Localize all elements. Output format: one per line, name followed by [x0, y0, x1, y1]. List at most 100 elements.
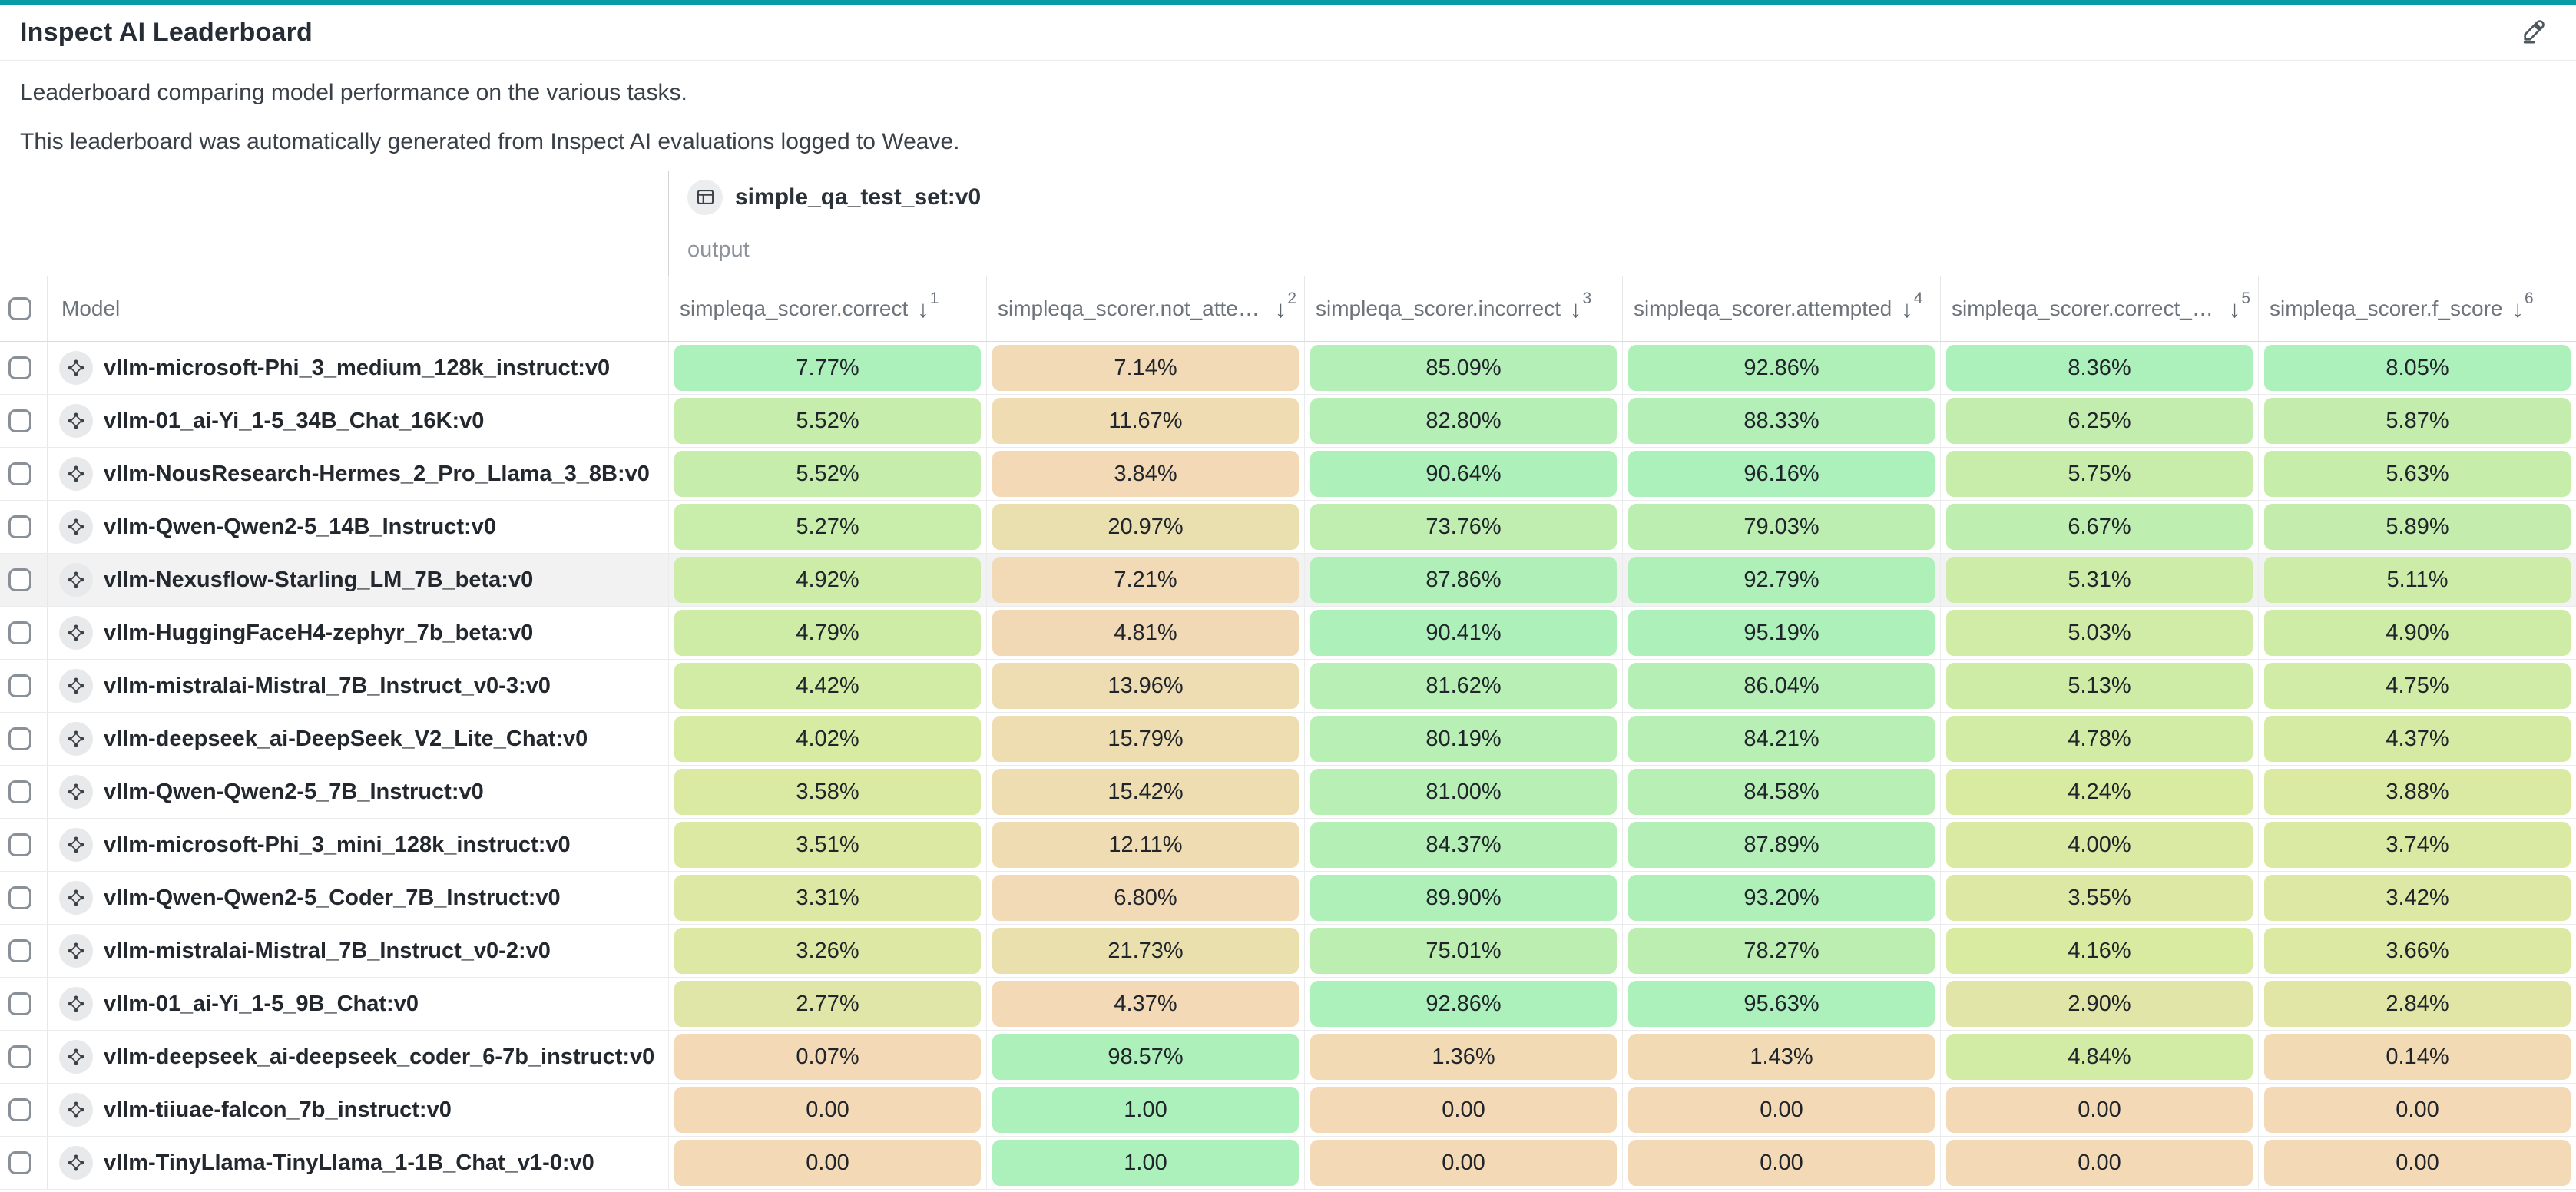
sort-control[interactable]: ↓ 4	[1901, 290, 1922, 321]
score-pill[interactable]: 90.41%	[1310, 610, 1617, 656]
sort-control[interactable]: ↓ 5	[2229, 290, 2250, 321]
row-checkbox[interactable]	[8, 462, 31, 485]
scorer-column-header[interactable]: simpleqa_scorer.not_attem... ↓ 2	[986, 276, 1304, 341]
select-all-checkbox[interactable]	[8, 297, 31, 320]
score-pill[interactable]: 85.09%	[1310, 345, 1617, 391]
score-pill[interactable]: 5.52%	[674, 451, 981, 497]
score-pill[interactable]: 5.89%	[2264, 504, 2571, 550]
row-checkbox[interactable]	[8, 939, 31, 962]
score-pill[interactable]: 88.33%	[1628, 398, 1935, 444]
score-pill[interactable]: 0.00	[2264, 1140, 2571, 1186]
edit-button[interactable]	[2513, 12, 2553, 52]
score-pill[interactable]: 15.79%	[992, 716, 1299, 762]
score-pill[interactable]: 4.81%	[992, 610, 1299, 656]
model-cell[interactable]: vllm-microsoft-Phi_3_mini_128k_instruct:…	[48, 819, 668, 871]
row-checkbox[interactable]	[8, 727, 31, 750]
score-pill[interactable]: 87.86%	[1310, 557, 1617, 603]
score-pill[interactable]: 3.58%	[674, 769, 981, 815]
score-pill[interactable]: 0.00	[1628, 1140, 1935, 1186]
score-pill[interactable]: 5.52%	[674, 398, 981, 444]
scorer-column-header[interactable]: simpleqa_scorer.incorrect ↓ 3	[1304, 276, 1622, 341]
score-pill[interactable]: 0.00	[2264, 1087, 2571, 1133]
score-pill[interactable]: 78.27%	[1628, 928, 1935, 974]
row-checkbox[interactable]	[8, 1098, 31, 1121]
score-pill[interactable]: 84.58%	[1628, 769, 1935, 815]
score-pill[interactable]: 5.27%	[674, 504, 981, 550]
score-pill[interactable]: 1.00	[992, 1087, 1299, 1133]
score-pill[interactable]: 75.01%	[1310, 928, 1617, 974]
score-pill[interactable]: 4.37%	[992, 981, 1299, 1027]
model-cell[interactable]: vllm-01_ai-Yi_1-5_9B_Chat:v0	[48, 978, 668, 1030]
score-pill[interactable]: 3.26%	[674, 928, 981, 974]
score-pill[interactable]: 87.89%	[1628, 822, 1935, 868]
score-pill[interactable]: 4.02%	[674, 716, 981, 762]
score-pill[interactable]: 81.00%	[1310, 769, 1617, 815]
score-pill[interactable]: 12.11%	[992, 822, 1299, 868]
score-pill[interactable]: 2.90%	[1946, 981, 2253, 1027]
score-pill[interactable]: 79.03%	[1628, 504, 1935, 550]
score-pill[interactable]: 96.16%	[1628, 451, 1935, 497]
score-pill[interactable]: 4.78%	[1946, 716, 2253, 762]
score-pill[interactable]: 5.63%	[2264, 451, 2571, 497]
score-pill[interactable]: 6.80%	[992, 875, 1299, 921]
score-pill[interactable]: 4.75%	[2264, 663, 2571, 709]
score-pill[interactable]: 5.75%	[1946, 451, 2253, 497]
model-cell[interactable]: vllm-Qwen-Qwen2-5_14B_Instruct:v0	[48, 501, 668, 553]
score-pill[interactable]: 5.31%	[1946, 557, 2253, 603]
row-checkbox[interactable]	[8, 1151, 31, 1174]
score-pill[interactable]: 5.87%	[2264, 398, 2571, 444]
model-cell[interactable]: vllm-deepseek_ai-deepseek_coder_6-7b_ins…	[48, 1031, 668, 1083]
score-pill[interactable]: 3.88%	[2264, 769, 2571, 815]
score-pill[interactable]: 0.00	[1628, 1087, 1935, 1133]
score-pill[interactable]: 80.19%	[1310, 716, 1617, 762]
score-pill[interactable]: 4.42%	[674, 663, 981, 709]
scorer-column-header[interactable]: simpleqa_scorer.f_score ↓ 6	[2258, 276, 2576, 341]
score-pill[interactable]: 4.16%	[1946, 928, 2253, 974]
score-pill[interactable]: 5.13%	[1946, 663, 2253, 709]
score-pill[interactable]: 4.24%	[1946, 769, 2253, 815]
score-pill[interactable]: 3.84%	[992, 451, 1299, 497]
row-checkbox[interactable]	[8, 886, 31, 909]
score-pill[interactable]: 2.77%	[674, 981, 981, 1027]
sort-control[interactable]: ↓ 6	[2511, 290, 2533, 321]
row-checkbox[interactable]	[8, 833, 31, 856]
score-pill[interactable]: 93.20%	[1628, 875, 1935, 921]
score-pill[interactable]: 3.31%	[674, 875, 981, 921]
score-pill[interactable]: 73.76%	[1310, 504, 1617, 550]
score-pill[interactable]: 81.62%	[1310, 663, 1617, 709]
score-pill[interactable]: 4.90%	[2264, 610, 2571, 656]
row-checkbox[interactable]	[8, 780, 31, 803]
score-pill[interactable]: 92.86%	[1310, 981, 1617, 1027]
score-pill[interactable]: 3.42%	[2264, 875, 2571, 921]
score-pill[interactable]: 11.67%	[992, 398, 1299, 444]
model-cell[interactable]: vllm-tiiuae-falcon_7b_instruct:v0	[48, 1084, 668, 1136]
sort-control[interactable]: ↓ 2	[1275, 290, 1296, 321]
model-cell[interactable]: vllm-Qwen-Qwen2-5_7B_Instruct:v0	[48, 766, 668, 818]
score-pill[interactable]: 15.42%	[992, 769, 1299, 815]
score-pill[interactable]: 20.97%	[992, 504, 1299, 550]
score-pill[interactable]: 1.43%	[1628, 1034, 1935, 1080]
score-pill[interactable]: 3.66%	[2264, 928, 2571, 974]
score-pill[interactable]: 0.00	[1946, 1087, 2253, 1133]
row-checkbox[interactable]	[8, 992, 31, 1015]
score-pill[interactable]: 5.03%	[1946, 610, 2253, 656]
row-checkbox[interactable]	[8, 356, 31, 379]
score-pill[interactable]: 6.67%	[1946, 504, 2253, 550]
model-cell[interactable]: vllm-01_ai-Yi_1-5_34B_Chat_16K:v0	[48, 395, 668, 447]
score-pill[interactable]: 1.00	[992, 1140, 1299, 1186]
score-pill[interactable]: 2.84%	[2264, 981, 2571, 1027]
score-pill[interactable]: 84.21%	[1628, 716, 1935, 762]
row-checkbox[interactable]	[8, 621, 31, 644]
score-pill[interactable]: 4.84%	[1946, 1034, 2253, 1080]
row-checkbox[interactable]	[8, 1045, 31, 1068]
score-pill[interactable]: 6.25%	[1946, 398, 2253, 444]
score-pill[interactable]: 13.96%	[992, 663, 1299, 709]
score-pill[interactable]: 3.55%	[1946, 875, 2253, 921]
score-pill[interactable]: 8.36%	[1946, 345, 2253, 391]
model-cell[interactable]: vllm-HuggingFaceH4-zephyr_7b_beta:v0	[48, 607, 668, 659]
score-pill[interactable]: 4.79%	[674, 610, 981, 656]
row-checkbox[interactable]	[8, 674, 31, 697]
score-pill[interactable]: 4.37%	[2264, 716, 2571, 762]
score-pill[interactable]: 95.63%	[1628, 981, 1935, 1027]
score-pill[interactable]: 4.92%	[674, 557, 981, 603]
